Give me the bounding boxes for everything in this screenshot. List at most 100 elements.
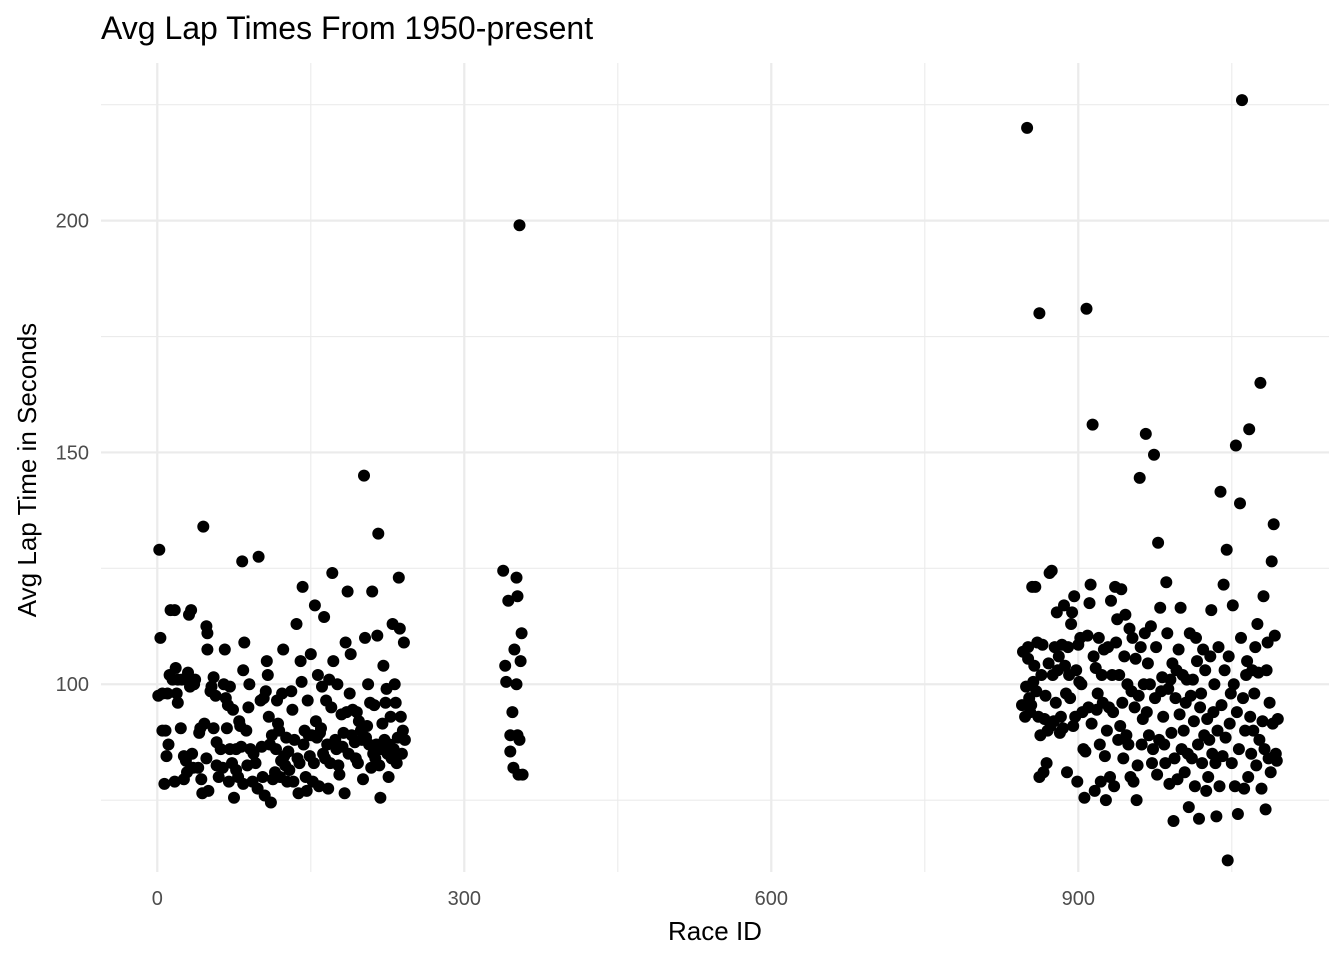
data-point [186, 747, 199, 760]
data-point [1030, 685, 1043, 698]
data-point [1039, 689, 1052, 702]
data-point [371, 629, 384, 642]
data-point [1213, 780, 1226, 793]
data-point [361, 720, 374, 732]
data-point [1025, 699, 1038, 712]
data-point [1199, 664, 1212, 677]
data-point [207, 722, 220, 735]
data-point [154, 631, 167, 644]
data-point [1237, 692, 1249, 705]
data-point [358, 469, 370, 482]
data-point [1178, 766, 1191, 779]
data-point [1229, 439, 1242, 452]
data-point [1256, 715, 1269, 728]
data-point [242, 701, 255, 714]
data-point [1117, 752, 1130, 765]
data-point [228, 791, 240, 804]
data-point [1192, 738, 1204, 751]
data-point [341, 585, 354, 598]
data-point [357, 773, 369, 786]
data-point [343, 687, 356, 700]
data-point [189, 673, 202, 686]
data-point [510, 571, 523, 584]
data-point [270, 743, 282, 756]
data-point [1040, 757, 1053, 770]
data-point [1088, 784, 1101, 797]
data-point [500, 675, 513, 688]
data-point [1067, 720, 1080, 732]
data-point [1258, 743, 1271, 756]
data-point [223, 680, 236, 693]
data-point [1147, 743, 1159, 756]
data-point [366, 585, 379, 598]
data-point [277, 643, 290, 656]
data-point [1128, 701, 1141, 714]
data-point [394, 710, 407, 723]
data-point [1131, 759, 1144, 772]
data-point [1250, 759, 1263, 772]
data-point [1168, 752, 1181, 765]
data-point [1104, 771, 1116, 783]
data-point [311, 669, 324, 681]
data-point [506, 706, 519, 719]
data-point [372, 527, 385, 540]
data-point [1204, 650, 1217, 663]
data-point [508, 643, 521, 656]
data-point [1196, 757, 1209, 770]
data-point [1081, 629, 1094, 642]
data-point [1173, 708, 1186, 721]
data-point [212, 771, 225, 783]
data-point [1084, 578, 1097, 591]
data-point [169, 662, 182, 674]
data-point [304, 648, 317, 661]
data-point [1203, 733, 1216, 746]
data-point [362, 678, 375, 691]
data-point [1035, 669, 1048, 681]
data-point [1108, 780, 1121, 793]
data-point [222, 775, 235, 788]
data-point [1159, 757, 1172, 770]
data-point [1152, 536, 1165, 549]
data-point [201, 627, 214, 640]
data-point [1151, 768, 1164, 781]
data-point [390, 757, 403, 770]
data-point [1263, 696, 1276, 709]
data-point [325, 701, 338, 714]
x-axis-ticks: 0 300 600 900 [152, 888, 1095, 910]
data-point [1232, 743, 1245, 756]
data-point [359, 631, 371, 644]
data-point [1066, 606, 1079, 619]
data-point [1092, 631, 1105, 644]
data-point [1113, 669, 1126, 681]
chart-title: Avg Lap Times From 1950-present [101, 10, 593, 46]
data-point [162, 738, 175, 751]
data-point [1064, 692, 1077, 705]
data-point [1160, 576, 1173, 589]
y-tick-label: 200 [56, 211, 89, 233]
data-point [1028, 659, 1041, 672]
data-point [1075, 678, 1088, 691]
data-point [1052, 650, 1065, 663]
data-point [218, 643, 231, 656]
data-point [379, 696, 392, 709]
data-point [1118, 650, 1131, 663]
data-point [1177, 724, 1190, 737]
data-point [1021, 121, 1034, 134]
data-point [262, 710, 275, 723]
data-point [504, 745, 517, 758]
data-point [1195, 687, 1208, 700]
data-point [1087, 650, 1100, 663]
data-point [300, 784, 313, 797]
data-point [260, 655, 273, 668]
data-point [240, 724, 253, 737]
data-point [1119, 608, 1132, 621]
data-point [1216, 750, 1229, 763]
data-point [1054, 710, 1067, 723]
data-point [1154, 601, 1167, 614]
data-point [286, 703, 299, 716]
data-point [235, 740, 248, 753]
data-point [1062, 641, 1074, 654]
data-point [1068, 590, 1081, 603]
data-point [1247, 724, 1260, 737]
data-point [1223, 717, 1236, 730]
